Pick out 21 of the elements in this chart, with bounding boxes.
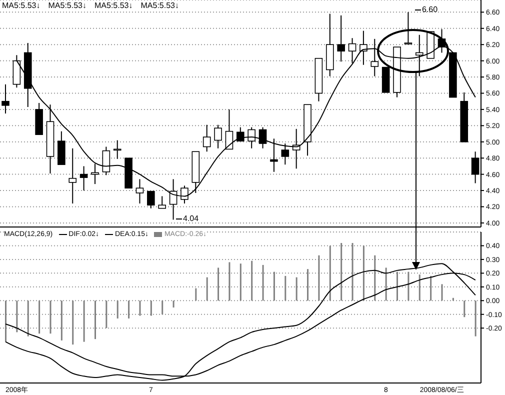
annotation: MA5:5.53↓ xyxy=(94,1,133,10)
candlestick xyxy=(80,166,88,192)
annotation: MA5:5.53↓ xyxy=(2,1,40,10)
annotation: 6.60 xyxy=(422,5,438,14)
candlestick xyxy=(147,190,155,209)
annotation: 4.04 xyxy=(183,214,199,223)
candlestick xyxy=(136,178,144,204)
candlestick xyxy=(404,12,412,46)
annotation: MA5:5.53↓ xyxy=(140,1,179,10)
candlestick xyxy=(337,14,345,62)
annotation: MA5:5.53↓ xyxy=(48,1,86,10)
candlestick xyxy=(281,142,290,166)
candlestick xyxy=(248,126,256,149)
candlestick xyxy=(102,146,110,176)
candlestick xyxy=(236,126,244,142)
candlestick xyxy=(58,130,66,166)
candlestick xyxy=(202,124,211,152)
candlestick xyxy=(2,84,10,114)
candlestick xyxy=(214,124,222,149)
candlestick xyxy=(68,148,77,204)
candlestick xyxy=(158,196,166,209)
